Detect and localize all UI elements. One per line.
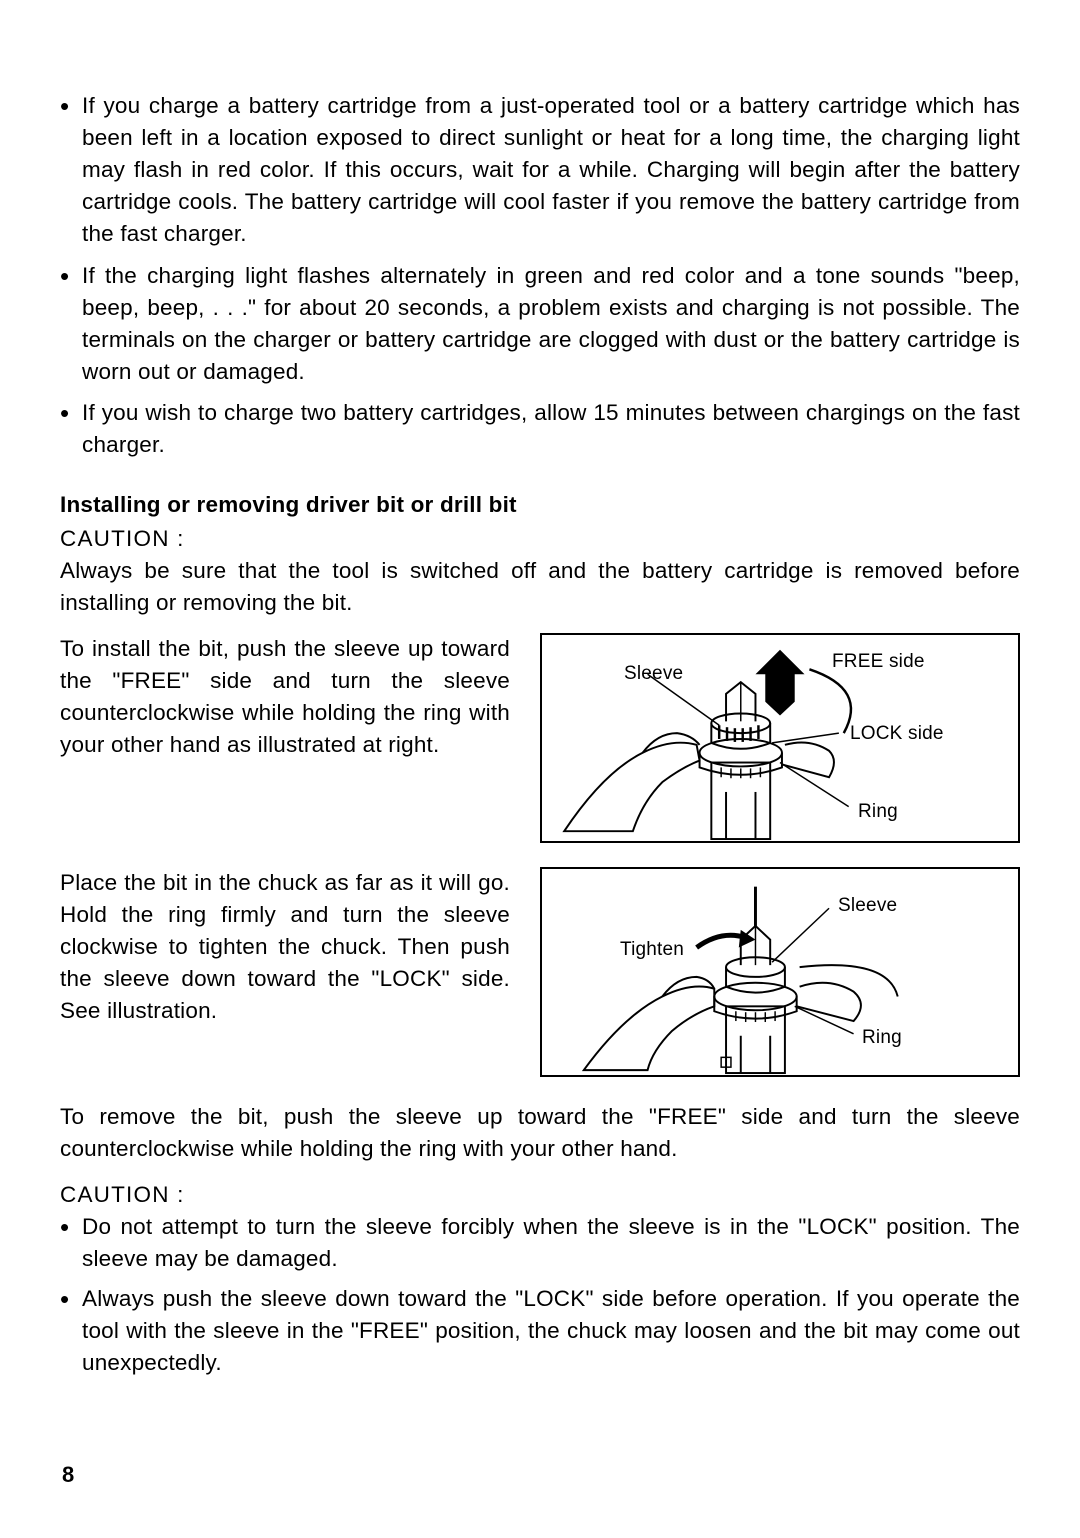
figure-free-lock-svg (542, 635, 1018, 841)
install-row: To install the bit, push the sleeve up t… (60, 633, 1020, 843)
fig1-sleeve-label: Sleeve (624, 661, 683, 688)
caution2-label: CAUTION : (60, 1179, 1020, 1211)
section-heading: Installing or removing driver bit or dri… (60, 489, 1020, 521)
bullet-item: If you wish to charge two battery cartri… (60, 397, 1020, 461)
figure-free-lock: Sleeve FREE side LOCK side Ring (540, 633, 1020, 843)
page-number: 8 (62, 1459, 74, 1490)
place-row: Place the bit in the chuck as far as it … (60, 867, 1020, 1077)
fig2-ring-label: Ring (862, 1025, 902, 1052)
manual-page: If you charge a battery cartridge from a… (0, 0, 1080, 1538)
fig1-lock-label: LOCK side (850, 721, 944, 748)
caution-text: Always be sure that the tool is switched… (60, 555, 1020, 619)
install-text: To install the bit, push the sleeve up t… (60, 633, 510, 761)
figure-tighten-svg (542, 869, 1018, 1075)
fig2-sleeve-label: Sleeve (838, 893, 897, 920)
place-text: Place the bit in the chuck as far as it … (60, 867, 510, 1027)
figure-tighten: Tighten Sleeve Ring (540, 867, 1020, 1077)
fig1-ring-label: Ring (858, 799, 898, 826)
remove-text: To remove the bit, push the sleeve up to… (60, 1101, 1020, 1165)
bottom-bullet-list: Do not attempt to turn the sleeve forcib… (60, 1211, 1020, 1379)
bullet-item: Do not attempt to turn the sleeve forcib… (60, 1211, 1020, 1275)
bullet-item: If the charging light flashes alternatel… (60, 260, 1020, 388)
fig1-free-label: FREE side (832, 649, 925, 676)
fig2-tighten-label: Tighten (620, 937, 684, 964)
bullet-item: If you charge a battery cartridge from a… (60, 90, 1020, 250)
bullet-item: Always push the sleeve down toward the "… (60, 1283, 1020, 1379)
caution-label: CAUTION : (60, 523, 1020, 555)
top-bullet-list: If you charge a battery cartridge from a… (60, 90, 1020, 461)
